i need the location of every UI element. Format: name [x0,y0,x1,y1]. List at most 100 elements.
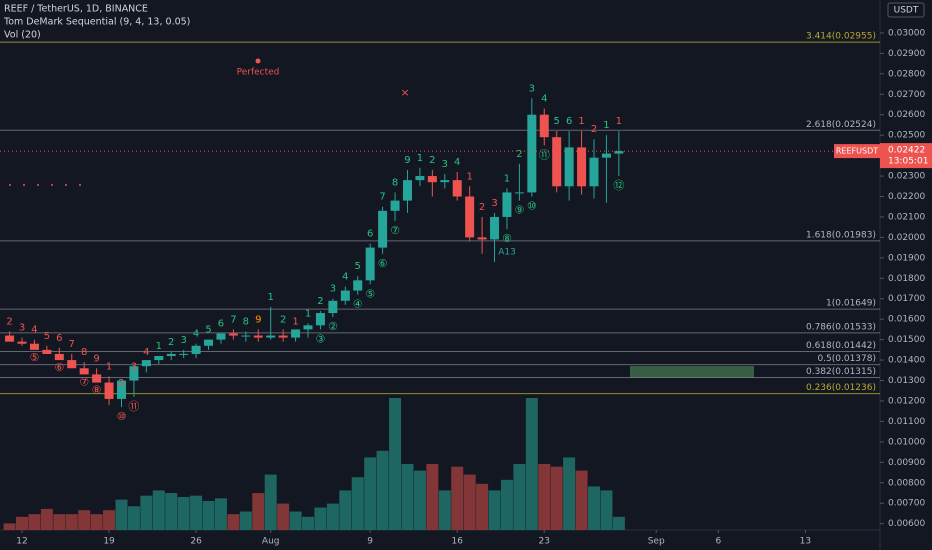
td-setup-label: 6 [56,333,62,344]
td-countdown-label: ⑫ [613,179,624,192]
td-setup-label: 7 [379,192,385,203]
candle-body [54,353,64,361]
candle-body [191,345,201,354]
td-countdown-label: ⑪ [128,400,139,413]
candle-body [104,382,114,399]
volume-bar [16,516,29,530]
candle-body [29,343,39,350]
candle-body [539,114,549,138]
candle-body [79,368,89,375]
candle-body [378,210,388,248]
td-setup-label: 3 [180,335,186,346]
y-tick-label: 0.00900 [888,458,925,468]
y-tick-label: 0.00800 [888,478,925,488]
candle-body [477,237,487,240]
volume-bar [438,490,451,530]
candle-body [266,335,276,338]
td-setup-label: 1 [578,116,584,127]
td-setup-label: 9 [93,353,99,364]
td-setup-label: 4 [342,271,348,282]
y-tick-label: 0.01800 [888,274,925,284]
candle-body [291,329,301,338]
td-setup-label: 1 [292,316,298,327]
candle-body [141,360,151,367]
volume-bar [351,477,364,530]
y-tick-label: 0.01400 [888,356,925,366]
fib-label: 0.382(0.01315) [806,367,876,377]
x-tick-label: 12 [16,537,27,547]
td-setup-label: 8 [243,316,249,327]
y-tick-label: 0.02500 [888,131,925,141]
volume-bar [451,466,464,530]
candle-body [228,333,238,336]
candle-body [527,114,537,193]
currency-box[interactable] [887,2,925,18]
candle-body [564,147,574,187]
fib-label: 0.618(0.01442) [806,341,876,351]
dotted-level [9,184,81,186]
volume-bar [364,457,377,530]
x-tick-label: 9 [367,537,373,547]
y-tick-label: 0.02100 [888,212,925,222]
candle-body [204,339,214,346]
volume-bar [264,474,277,530]
td-setup-label: 9 [404,155,410,166]
candle-body [5,335,15,342]
y-tick-label: 0.01700 [888,294,925,304]
td-setup-label: 3 [131,361,137,372]
y-tick-label: 0.02700 [888,90,925,100]
td-setup-label: 8 [81,347,87,358]
td-countdown-label: ⑩ [527,200,537,213]
y-tick-label: 0.02300 [888,172,925,182]
candle-body [552,137,562,187]
td-countdown-label: ④ [353,298,363,311]
candle-body [67,360,77,369]
y-tick-label: 0.02900 [888,49,925,59]
volume-bar [600,490,613,530]
td-setup-label: 2 [317,296,323,307]
volume-bar [513,464,526,530]
volume-bar [227,514,240,530]
td-countdown-label: ⑦ [79,375,89,388]
volume-bar [53,514,66,530]
candle-body [179,353,189,355]
y-tick-label: 0.02800 [888,69,925,79]
td-setup-label: 5 [44,331,50,342]
td-setup-label: 4 [193,329,199,340]
td-setup-label: 1 [616,116,622,127]
volume-bar [177,497,190,530]
currency-label[interactable]: USDT [894,6,919,16]
y-tick-label: 0.02600 [888,110,925,120]
td-setup-label: 1 [603,120,609,131]
candle-body [42,349,52,354]
td-setup-label: 4 [541,94,547,105]
td-setup-label: 5 [554,116,560,127]
td-setup-label: 2 [118,378,124,389]
td-countdown-label: ⑦ [390,224,400,237]
annotation: A13 [498,248,516,258]
volume-bar [140,495,153,530]
y-tick-label: 0.00600 [888,519,925,529]
y-tick-label: 0.01500 [888,335,925,345]
td-countdown-label: ⑪ [539,148,550,161]
volume-bar [252,493,265,530]
td-setup-label: 1 [268,292,274,303]
candle-body [490,216,500,240]
candle-body [154,355,164,361]
volume-bar [563,457,576,530]
candle-body [216,333,226,340]
td-countdown-label: ⑧ [92,384,102,397]
volume-bar [302,516,315,530]
td-setup-label: 1 [466,171,472,182]
x-tick-label: 6 [715,537,721,547]
price-box [880,143,932,169]
last-price-label: 0.02422 [888,146,925,156]
x-tick-label: 16 [451,537,463,547]
fib-label: 1.618(0.01983) [806,230,876,240]
td-setup-label: 4 [143,347,149,358]
td-setup-label: 4 [31,325,37,336]
volume-bar [401,464,414,530]
volume-bar [190,495,203,530]
